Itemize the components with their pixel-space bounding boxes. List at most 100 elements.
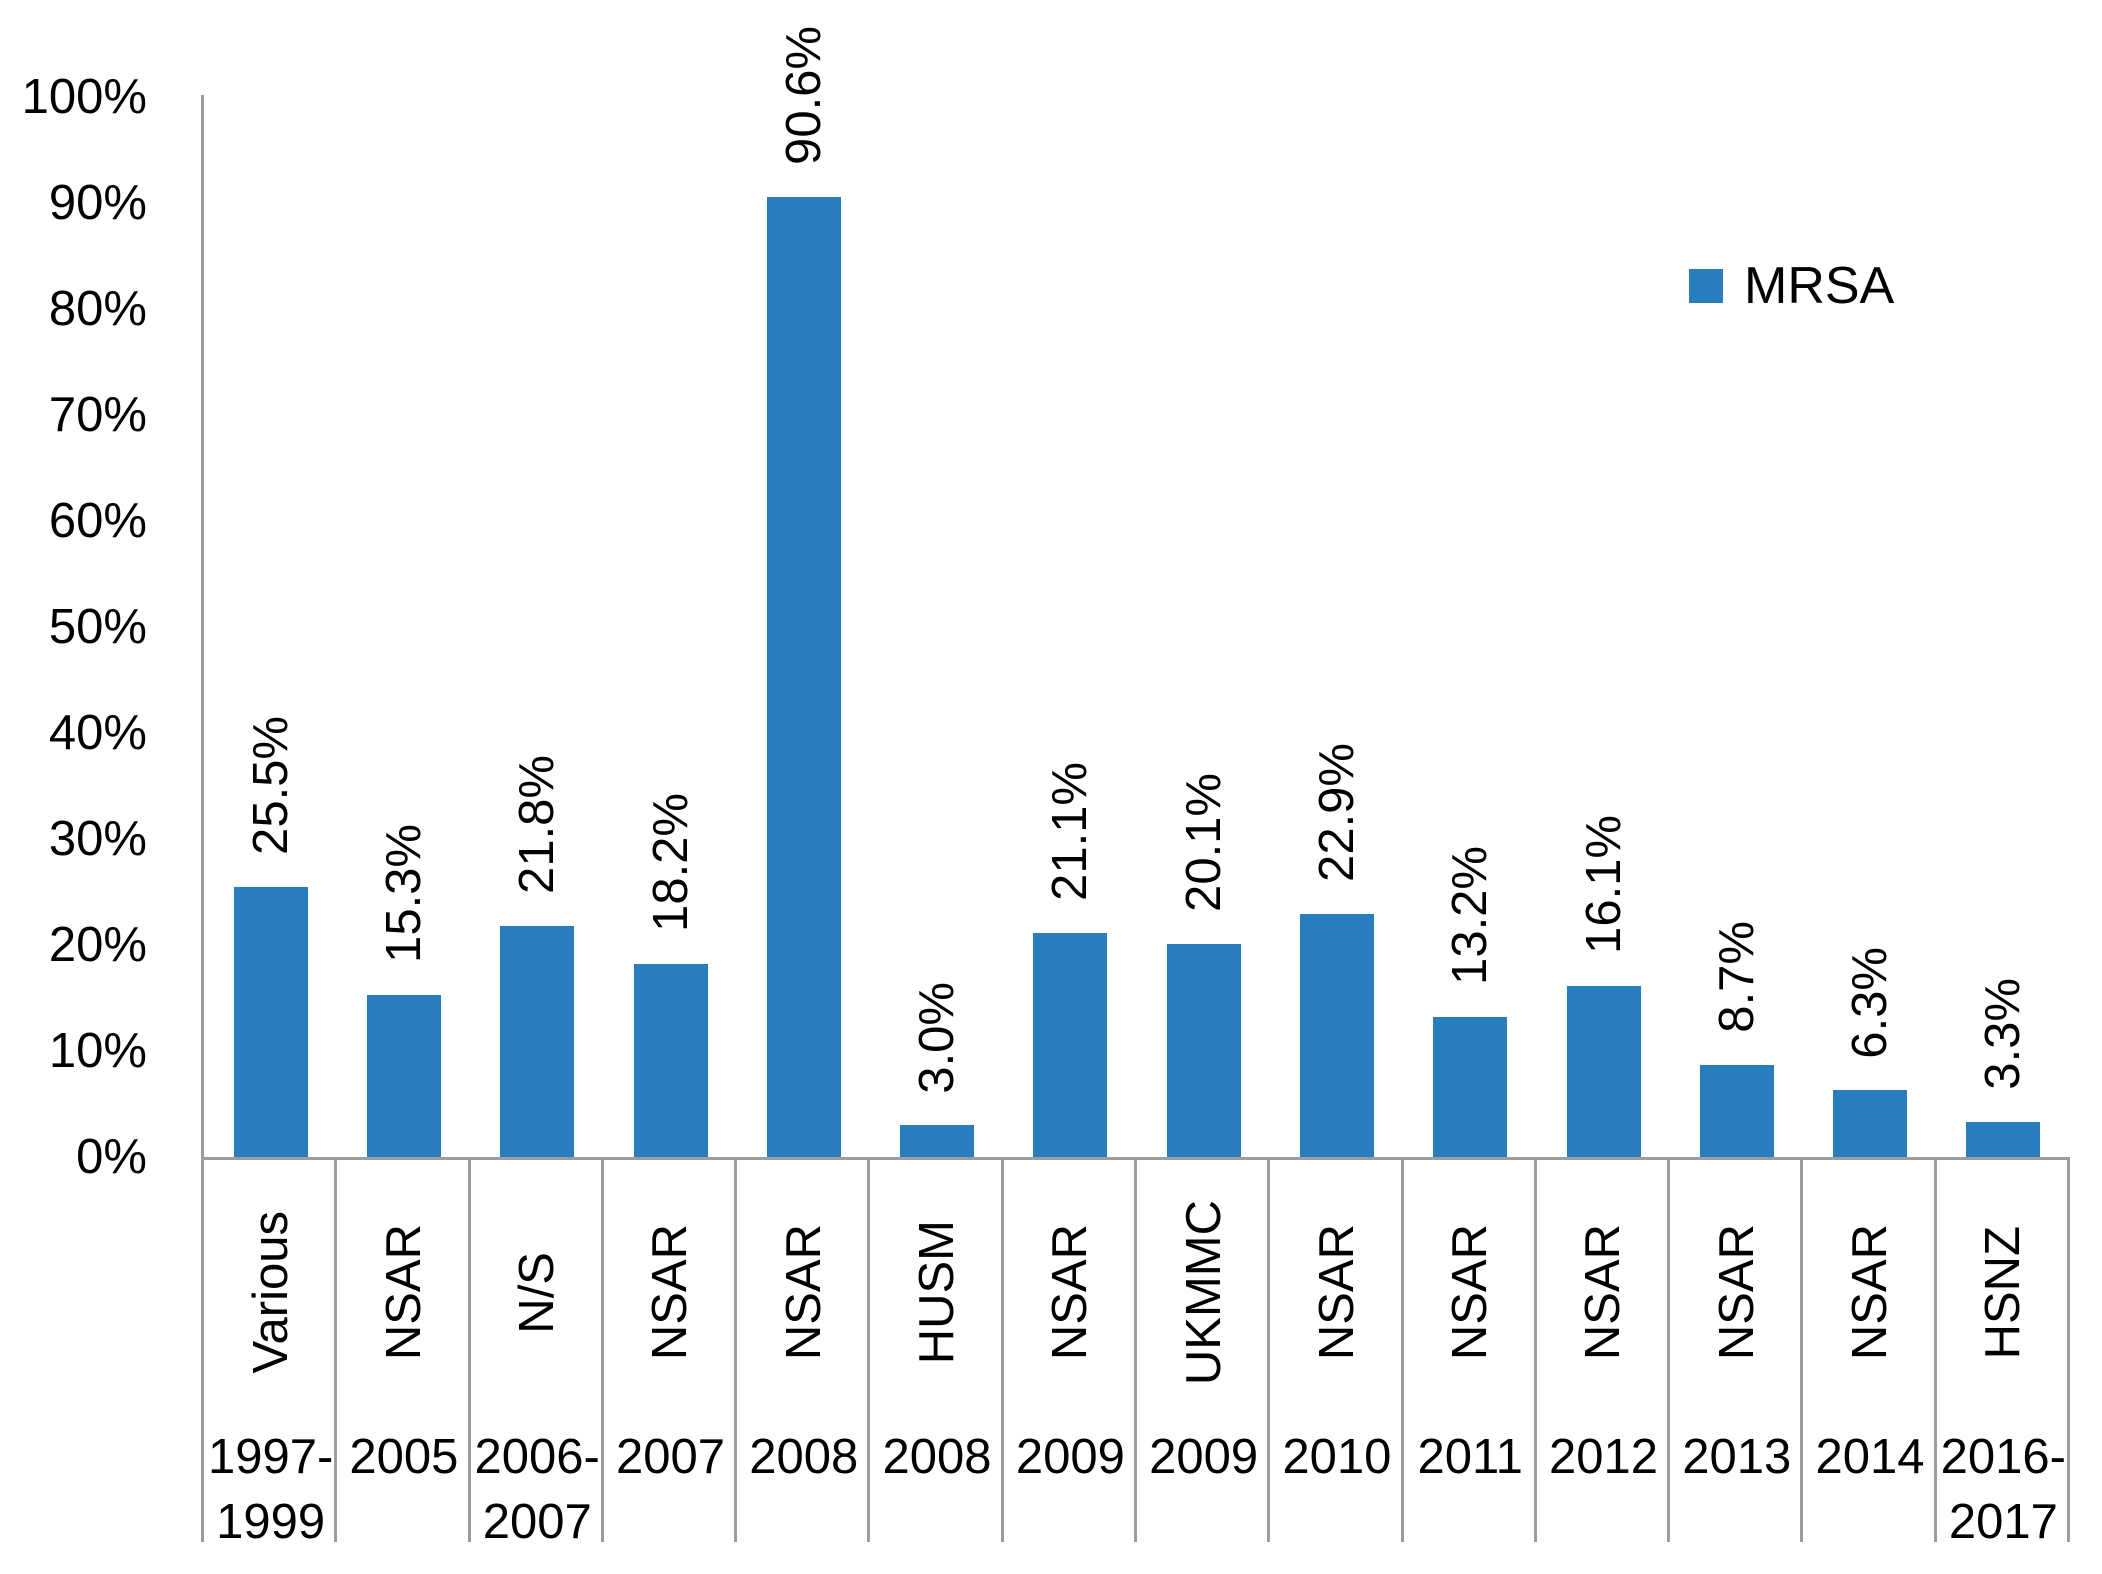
bar	[1433, 1017, 1508, 1157]
category-source-text: Various	[243, 1211, 298, 1374]
category-source-label: NSAR	[1803, 1160, 1936, 1425]
category-divider-line	[1800, 1160, 1804, 1542]
category-year-label: 2016-2017	[1940, 1430, 2066, 1549]
bar	[1699, 1064, 1774, 1157]
category-source-label: NSAR	[1270, 1160, 1403, 1425]
category-source-label: HUSM	[870, 1160, 1003, 1425]
category-divider-line	[1134, 1160, 1137, 1542]
category-source-text: NSAR	[1843, 1224, 1898, 1361]
category-source-text: HUSM	[910, 1220, 965, 1365]
bar	[366, 994, 441, 1157]
category-year-label: 2009	[1015, 1430, 1125, 1484]
bar-value-label: 3.3%	[1976, 978, 2031, 1091]
bar-value-label: 13.2%	[1443, 846, 1498, 986]
bar-value-label: 20.1%	[1176, 773, 1231, 912]
y-axis-tick-label: 70%	[48, 388, 147, 442]
bar-value-label: 6.3%	[1843, 946, 1898, 1059]
bar-value-label: 22.9%	[1309, 743, 1364, 883]
category-year-label: 2006-2007	[474, 1430, 600, 1549]
category-source-label: HSNZ	[1937, 1160, 2070, 1425]
category-divider-line	[334, 1160, 338, 1542]
category-year-label: 2012	[1548, 1430, 1658, 1484]
category-source-text: NSAR	[1443, 1224, 1498, 1361]
category-source-text: NSAR	[1309, 1224, 1364, 1361]
bar	[1566, 986, 1641, 1157]
bar	[1033, 933, 1108, 1157]
category-divider-line	[867, 1160, 871, 1542]
category-year-label: 2009	[1149, 1430, 1259, 1484]
category-year-label: 2014	[1815, 1430, 1925, 1484]
bar-value-label: 3.0%	[910, 981, 965, 1094]
bar	[233, 886, 308, 1157]
bar-value-label: 16.1%	[1576, 815, 1631, 955]
category-divider-line	[1667, 1160, 1671, 1542]
category-source-label: UKMMC	[1137, 1160, 1270, 1425]
category-divider-line	[1400, 1160, 1404, 1542]
category-source-text: HSNZ	[1976, 1225, 2031, 1360]
category-source-label: NSAR	[1537, 1160, 1670, 1425]
category-source-text: NSAR	[1043, 1224, 1098, 1361]
category-divider-line	[2067, 1160, 2070, 1542]
bar-value-label: 18.2%	[643, 793, 698, 933]
bar	[1299, 914, 1374, 1157]
bar-value-label: 25.5%	[243, 715, 298, 855]
legend: MRSA	[1689, 260, 1894, 312]
category-source-text: N/S	[510, 1251, 565, 1334]
y-axis-tick-label: 90%	[48, 176, 147, 230]
y-axis-tick-label: 50%	[48, 600, 147, 654]
bar	[1166, 943, 1241, 1157]
category-year-label: 2005	[349, 1430, 459, 1484]
y-axis-tick-label: 10%	[48, 1024, 147, 1078]
bar-value-label: 21.8%	[510, 754, 565, 894]
category-year-label: 2008	[749, 1430, 859, 1484]
y-axis-tick-label: 80%	[48, 282, 147, 336]
category-year-label: 2007	[615, 1430, 725, 1484]
category-source-text: NSAR	[776, 1224, 831, 1361]
category-source-label: NSAR	[1004, 1160, 1137, 1425]
category-divider-line	[1533, 1160, 1537, 1542]
category-source-label: NSAR	[604, 1160, 737, 1425]
bar	[766, 196, 841, 1157]
category-source-text: NSAR	[1709, 1224, 1764, 1361]
category-year-label: 2008	[882, 1430, 992, 1484]
legend-label-mrsa: MRSA	[1744, 257, 1895, 315]
category-year-label: 2013	[1682, 1430, 1792, 1484]
category-source-label: NSAR	[737, 1160, 870, 1425]
category-source-label: NSAR	[337, 1160, 470, 1425]
bar	[500, 925, 575, 1157]
category-year-label: 2010	[1282, 1430, 1392, 1484]
category-source-label: NSAR	[1404, 1160, 1537, 1425]
category-year-label: 1997-1999	[207, 1430, 334, 1549]
category-divider-line	[600, 1160, 604, 1542]
category-divider-line	[201, 1160, 204, 1542]
category-divider-line	[1267, 1160, 1271, 1542]
y-axis-tick-label: 0%	[76, 1130, 147, 1184]
bar	[1966, 1122, 2041, 1157]
bar	[1833, 1090, 1908, 1157]
bar	[900, 1125, 975, 1157]
category-source-label: N/S	[471, 1160, 604, 1425]
category-source-label: Various	[204, 1160, 337, 1425]
bar-value-label: 15.3%	[376, 823, 431, 963]
x-axis-line	[201, 1157, 2070, 1160]
y-axis-tick-label: 100%	[21, 70, 147, 124]
bar-value-label: 21.1%	[1043, 762, 1098, 902]
y-axis-line	[201, 95, 204, 1157]
category-source-text: NSAR	[376, 1224, 431, 1361]
category-source-label: NSAR	[1670, 1160, 1803, 1425]
category-source-text: NSAR	[643, 1224, 698, 1361]
category-divider-line	[467, 1160, 471, 1542]
bar-value-label: 8.7%	[1709, 921, 1764, 1033]
category-year-label: 2011	[1417, 1430, 1523, 1484]
y-axis-tick-label: 20%	[48, 918, 147, 972]
category-divider-line	[1000, 1160, 1004, 1542]
bar	[633, 964, 708, 1157]
bar-value-label: 90.6%	[776, 25, 831, 165]
category-divider-line	[734, 1160, 738, 1542]
category-source-text: UKMMC	[1176, 1199, 1231, 1386]
y-axis-tick-label: 60%	[48, 494, 147, 548]
category-source-text: NSAR	[1576, 1224, 1631, 1361]
y-axis-tick-label: 30%	[48, 812, 147, 866]
category-divider-line	[1933, 1160, 1937, 1542]
